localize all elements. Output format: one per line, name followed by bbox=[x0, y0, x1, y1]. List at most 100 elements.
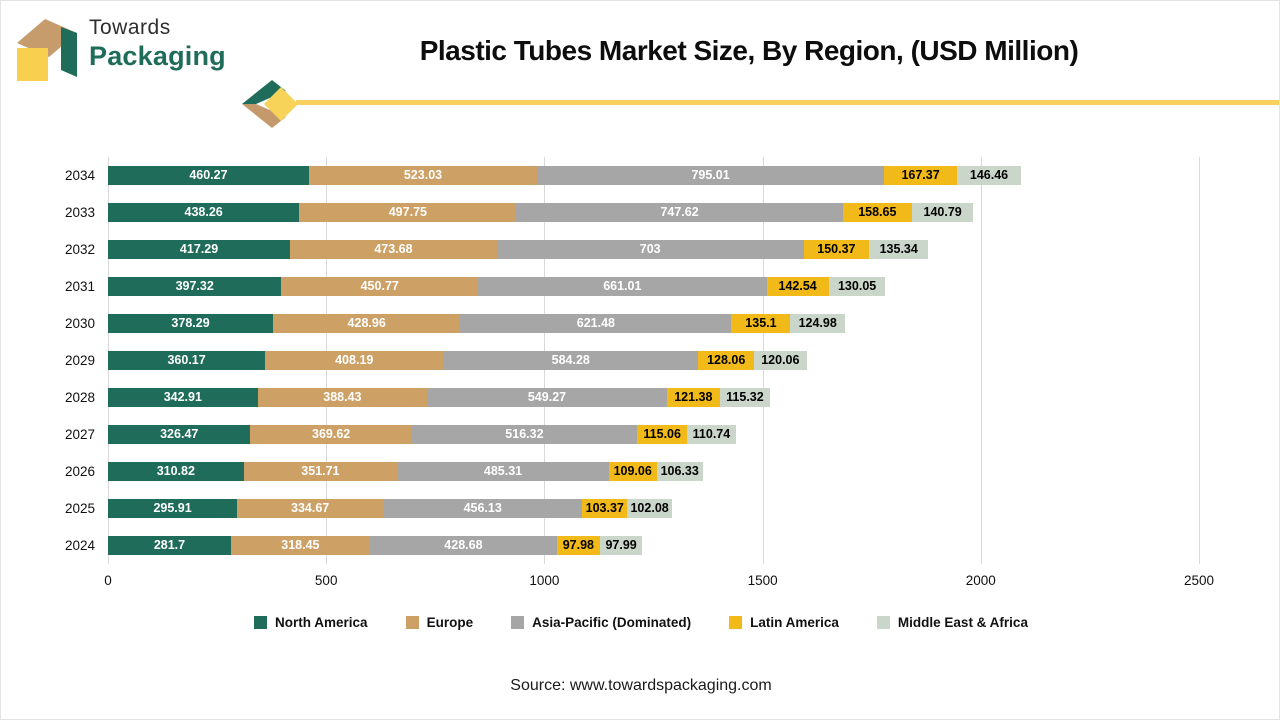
bar-segment: 516.32 bbox=[411, 425, 638, 444]
bar-value-label: 158.65 bbox=[858, 205, 897, 220]
bar-value-label: 417.29 bbox=[179, 242, 219, 257]
bar-value-label: 146.46 bbox=[969, 168, 1009, 183]
y-axis-label-2024: 2024 bbox=[64, 538, 95, 553]
legend-item: Asia-Pacific (Dominated) bbox=[511, 615, 691, 630]
bar-value-label: 115.32 bbox=[726, 390, 764, 405]
bar-value-label: 342.91 bbox=[163, 390, 202, 405]
bar-value-label: 516.32 bbox=[505, 427, 544, 442]
bar-segment: 378.29 bbox=[108, 314, 274, 333]
legend: North America Europe Asia-Pacific (Dominat… bbox=[1, 615, 1279, 630]
brand-name-bottom: Packaging bbox=[89, 41, 226, 71]
bar-segment: 124.98 bbox=[790, 314, 845, 333]
bar-value-label: 334.67 bbox=[291, 501, 330, 516]
bar-segment: 103.37 bbox=[582, 499, 628, 518]
source-note: Source: www.towardspackaging.com bbox=[510, 677, 772, 694]
legend-item: North America bbox=[254, 615, 368, 630]
bar-segment: 158.65 bbox=[842, 203, 912, 222]
legend-item: Europe bbox=[405, 615, 473, 630]
bar-segment: 310.82 bbox=[108, 462, 244, 481]
bar-value-label: 135.1 bbox=[745, 316, 777, 331]
bar-value-label: 128.06 bbox=[707, 353, 746, 368]
bar-value-label: 450.77 bbox=[360, 279, 399, 294]
x-tick-label-2500: 2500 bbox=[1183, 573, 1215, 588]
y-axis-label-2025: 2025 bbox=[64, 501, 95, 516]
bar-value-label: 109.06 bbox=[613, 464, 652, 479]
y-axis-label-2031: 2031 bbox=[64, 279, 95, 294]
bar-segment: 473.68 bbox=[290, 240, 497, 259]
bar-value-label: 456.13 bbox=[463, 501, 502, 516]
legend-swatch-icon bbox=[876, 616, 890, 629]
bar-segment: 747.62 bbox=[516, 203, 843, 222]
bar-value-label: 326.47 bbox=[160, 427, 199, 442]
bar-segment: 128.06 bbox=[698, 351, 755, 370]
bar-segment: 97.98 bbox=[556, 536, 600, 555]
bar-segment: 360.17 bbox=[108, 351, 266, 370]
bar-value-label: 120.06 bbox=[761, 353, 800, 368]
bar-value-label: 106.33 bbox=[660, 464, 699, 479]
legend-swatch-icon bbox=[729, 616, 743, 629]
x-axis: 0 500 1000 1500 2000 2500 bbox=[104, 573, 1214, 591]
bar-segment: 549.27 bbox=[427, 388, 667, 407]
bar-value-label: 281.7 bbox=[153, 538, 186, 553]
bar-value-label: 747.62 bbox=[660, 205, 699, 220]
x-tick-label-500: 500 bbox=[314, 573, 338, 588]
y-axis-label-2034: 2034 bbox=[64, 168, 95, 183]
bar-value-label: 140.79 bbox=[923, 205, 962, 220]
bar-segment: 456.13 bbox=[383, 499, 583, 518]
bar-segment: 135.1 bbox=[731, 314, 791, 333]
legend-label: Latin America bbox=[750, 615, 839, 630]
y-axis-label-2026: 2026 bbox=[64, 464, 95, 479]
legend-swatch-icon bbox=[511, 616, 525, 629]
y-axis-label-2033: 2033 bbox=[64, 205, 95, 220]
bar-segment: 661.01 bbox=[478, 277, 767, 296]
bar-value-label: 142.54 bbox=[778, 279, 817, 294]
bar-value-label: 497.75 bbox=[388, 205, 427, 220]
bar-value-label: 124.98 bbox=[798, 316, 837, 331]
bar-value-label: 115.06 bbox=[643, 427, 681, 442]
bar-segment: 428.68 bbox=[369, 536, 557, 555]
bar-segment: 102.08 bbox=[627, 499, 672, 518]
gridline-2500 bbox=[1199, 157, 1200, 564]
bar-segment: 120.06 bbox=[754, 351, 807, 370]
bar-value-label: 310.82 bbox=[156, 464, 195, 479]
gridline-2000 bbox=[980, 157, 982, 564]
bar-value-label: 460.27 bbox=[189, 168, 228, 183]
x-tick-label-1500: 1500 bbox=[747, 573, 778, 588]
bar-segment: 121.38 bbox=[666, 388, 720, 407]
bar-segment: 326.47 bbox=[108, 425, 251, 444]
y-axis-label-2027: 2027 bbox=[64, 427, 95, 442]
plot-area: 2034 460.27 523.03 795.01 167.37 146.46 2033 43… bbox=[65, 157, 1200, 564]
bar-segment: 497.75 bbox=[299, 203, 517, 222]
bar-segment: 795.01 bbox=[537, 166, 885, 185]
y-axis-label-2032: 2032 bbox=[64, 242, 95, 257]
legend-swatch-icon bbox=[254, 616, 268, 629]
bar-value-label: 621.48 bbox=[576, 316, 615, 331]
bar-value-label: 428.96 bbox=[347, 316, 386, 331]
bar-segment: 523.03 bbox=[308, 166, 538, 185]
bar-value-label: 428.68 bbox=[444, 538, 483, 553]
bar-segment: 408.19 bbox=[265, 351, 444, 370]
bar-segment: 130.05 bbox=[828, 277, 886, 296]
bar-value-label: 473.68 bbox=[374, 242, 413, 257]
bar-row-2029: 2029 360.17 408.19 584.28 128.06 120.06 bbox=[65, 351, 1199, 370]
bar-value-label: 110.74 bbox=[692, 427, 731, 442]
bar-value-label: 485.31 bbox=[483, 464, 523, 479]
bar-value-label: 369.62 bbox=[312, 427, 351, 442]
bar-value-label: 150.37 bbox=[817, 242, 856, 257]
legend-item: Middle East & Africa bbox=[876, 615, 1028, 630]
bar-value-label: 102.08 bbox=[630, 501, 669, 516]
bar-value-label: 360.17 bbox=[167, 353, 206, 368]
bar-segment: 450.77 bbox=[281, 277, 479, 296]
bar-row-2031: 2031 397.32 450.77 661.01 142.54 130.05 bbox=[65, 277, 1199, 296]
bar-value-label: 388.43 bbox=[323, 390, 362, 405]
bar-segment: 485.31 bbox=[397, 462, 609, 481]
bar-segment: 397.32 bbox=[108, 277, 282, 296]
y-axis-label-2029: 2029 bbox=[64, 353, 95, 368]
legend-label: Middle East & Africa bbox=[897, 615, 1028, 630]
bar-row-2028: 2028 342.91 388.43 549.27 121.38 115.32 bbox=[65, 388, 1199, 407]
brand-name-top: Towards bbox=[89, 16, 171, 39]
bar-row-2024: 2024 281.7 318.45 428.68 97.98 97.99 bbox=[65, 536, 1199, 555]
y-axis-label-2028: 2028 bbox=[64, 390, 95, 405]
bar-segment: 342.91 bbox=[108, 388, 258, 407]
